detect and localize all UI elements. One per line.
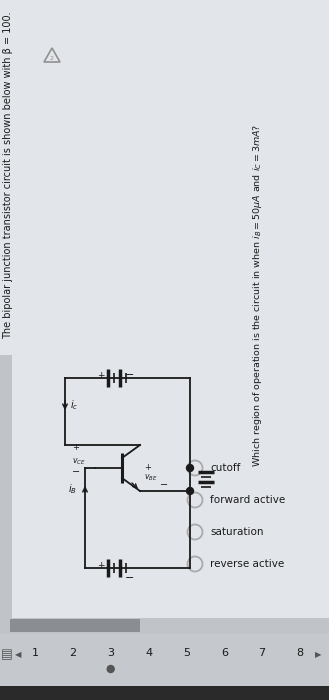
Text: cutoff: cutoff: [210, 463, 240, 473]
Text: $i_c$: $i_c$: [70, 398, 78, 412]
Text: +: +: [97, 561, 105, 570]
Text: +: +: [97, 370, 105, 379]
Text: ◀: ◀: [15, 650, 21, 659]
Bar: [0, 355, 12, 645]
Text: 8: 8: [296, 648, 304, 658]
Text: forward active: forward active: [210, 495, 285, 505]
Circle shape: [107, 666, 114, 673]
Text: 1: 1: [32, 648, 38, 658]
Text: −: −: [160, 480, 168, 490]
Text: −: −: [125, 573, 135, 583]
Text: −: −: [125, 370, 135, 380]
Text: 7: 7: [259, 648, 266, 658]
Text: 4: 4: [145, 648, 152, 658]
Text: 6: 6: [221, 648, 228, 658]
Bar: [0, 618, 329, 634]
Text: The bipolar junction transistor circuit is shown below with β = 100.: The bipolar junction transistor circuit …: [3, 11, 13, 339]
Text: $v_{CE}$: $v_{CE}$: [72, 457, 86, 468]
Bar: [0, 634, 329, 686]
Text: reverse active: reverse active: [210, 559, 284, 569]
Text: Which region of operation is the circuit in when $i_B = 50\mu A$ and $i_C = 3mA$: Which region of operation is the circuit…: [251, 123, 265, 467]
Text: 5: 5: [183, 648, 190, 658]
Text: $i_B$: $i_B$: [68, 482, 77, 496]
Text: −: −: [72, 467, 80, 477]
Text: +: +: [72, 444, 79, 452]
Text: saturation: saturation: [210, 527, 264, 537]
Text: +: +: [144, 463, 151, 473]
Circle shape: [187, 465, 193, 472]
Text: ▤: ▤: [1, 648, 13, 662]
Text: ▶: ▶: [315, 650, 321, 659]
Text: $v_{BE}$: $v_{BE}$: [144, 473, 158, 483]
Text: 2: 2: [69, 648, 76, 658]
Bar: [0, 686, 329, 700]
Text: 3: 3: [107, 648, 114, 658]
Text: 2: 2: [50, 55, 54, 60]
Bar: [0, 619, 10, 632]
Circle shape: [187, 487, 193, 494]
Bar: [10, 619, 140, 632]
